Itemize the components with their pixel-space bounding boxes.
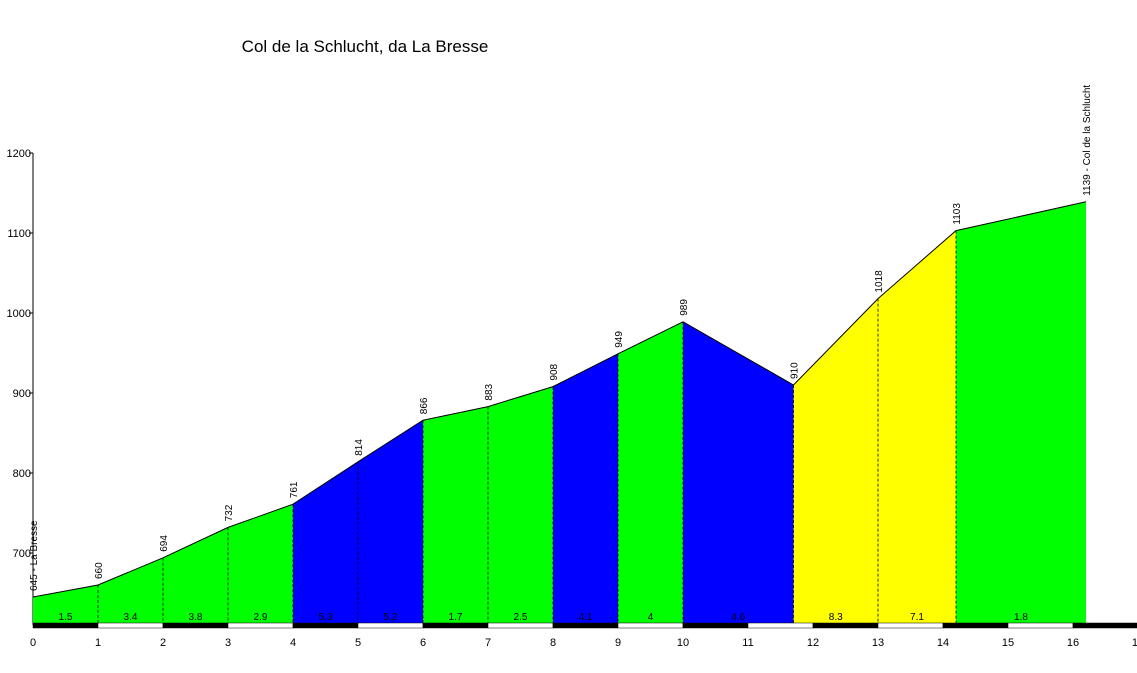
km-strip	[682, 622, 749, 629]
elevation-label: 1139 - Col de la Schlucht	[1082, 85, 1093, 196]
profile-segment	[488, 386, 553, 625]
profile-segment	[878, 230, 956, 625]
gradient-label: 7.1	[910, 612, 924, 623]
gradient-label: 1.8	[1014, 612, 1028, 623]
km-strip	[32, 622, 99, 629]
km-strip	[422, 622, 489, 629]
km-strip	[1007, 622, 1074, 629]
elevation-label: 908	[549, 363, 560, 380]
gradient-label: 2.9	[254, 612, 268, 623]
km-strip	[357, 622, 424, 629]
x-tick-label: 8	[550, 637, 556, 649]
elevation-label: 761	[289, 481, 300, 498]
km-strip	[227, 622, 294, 629]
x-tick-label: 15	[1002, 637, 1014, 649]
x-tick-label: 12	[807, 637, 819, 649]
y-tick-label: 1000	[7, 308, 31, 320]
profile-segment	[33, 585, 98, 625]
x-tick-label: 0	[30, 637, 36, 649]
y-tick-label: 800	[13, 468, 31, 480]
x-tick-label: 2	[160, 637, 166, 649]
chart-title: Col de la Schlucht, da La Bresse	[242, 37, 489, 56]
elevation-label: 694	[159, 535, 170, 552]
gradient-label: 1.7	[449, 612, 463, 623]
gradient-label: 3.8	[189, 612, 203, 623]
x-tick-label: 3	[225, 637, 231, 649]
gradient-label: 4	[648, 612, 654, 623]
km-strip	[747, 622, 814, 629]
gradient-label: 4.1	[579, 612, 593, 623]
x-tick-label: 4	[290, 637, 296, 649]
profile-segment	[956, 201, 1086, 626]
km-strip	[1072, 622, 1137, 629]
km-strip	[487, 622, 554, 629]
elevation-label: 883	[484, 383, 495, 400]
km-strip	[97, 622, 164, 629]
x-tick-label: 7	[485, 637, 491, 649]
profile-segment	[423, 406, 488, 625]
x-tick-label: 5	[355, 637, 361, 649]
gradient-label: 5.3	[319, 612, 333, 623]
gradient-label: 5.2	[384, 612, 398, 623]
x-tick-label: 14	[937, 637, 949, 649]
elevation-label: 645 - La Bresse	[29, 520, 40, 591]
km-strip	[877, 622, 944, 629]
profile-segment	[358, 420, 423, 625]
x-tick-label: 17	[1132, 637, 1137, 649]
gradient-label: 3.4	[124, 612, 138, 623]
km-strip	[812, 622, 879, 629]
gradient-label: 2.5	[514, 612, 528, 623]
gradient-label: 4.6	[731, 612, 745, 623]
km-strip	[162, 622, 229, 629]
y-tick-label: 1100	[7, 228, 31, 240]
y-tick-label: 700	[13, 548, 31, 560]
elevation-label: 910	[790, 362, 801, 379]
profile-segment	[793, 298, 878, 625]
elevation-label: 989	[679, 299, 690, 316]
km-strip	[617, 622, 684, 629]
elevation-label: 949	[614, 331, 625, 348]
elevation-label: 866	[419, 397, 430, 414]
elevation-label: 1018	[874, 270, 885, 293]
profile-segment	[293, 461, 358, 625]
x-tick-label: 10	[677, 637, 689, 649]
km-strip	[942, 622, 1009, 629]
elevation-label: 814	[354, 439, 365, 456]
profile-segment	[98, 557, 163, 625]
elevation-label: 732	[224, 504, 235, 521]
km-strip	[552, 622, 619, 629]
profile-segment	[618, 321, 683, 625]
profile-segment	[683, 321, 794, 625]
x-tick-label: 13	[872, 637, 884, 649]
profile-line	[32, 201, 1087, 598]
y-tick-label: 1200	[7, 148, 31, 160]
profile-segment	[553, 353, 618, 625]
elevation-label: 1103	[952, 203, 963, 225]
elevation-label: 660	[94, 562, 105, 579]
x-tick-label: 11	[742, 637, 753, 649]
profile-segment	[228, 504, 293, 625]
x-tick-label: 1	[95, 637, 101, 649]
x-tick-label: 6	[420, 637, 426, 649]
gradient-label: 8.3	[829, 612, 843, 623]
gradient-label: 1.5	[59, 612, 73, 623]
profile-segment	[163, 527, 228, 625]
km-strip	[292, 622, 359, 629]
x-tick-label: 9	[615, 637, 621, 649]
y-tick-label: 900	[13, 388, 31, 400]
x-tick-label: 16	[1067, 637, 1079, 649]
